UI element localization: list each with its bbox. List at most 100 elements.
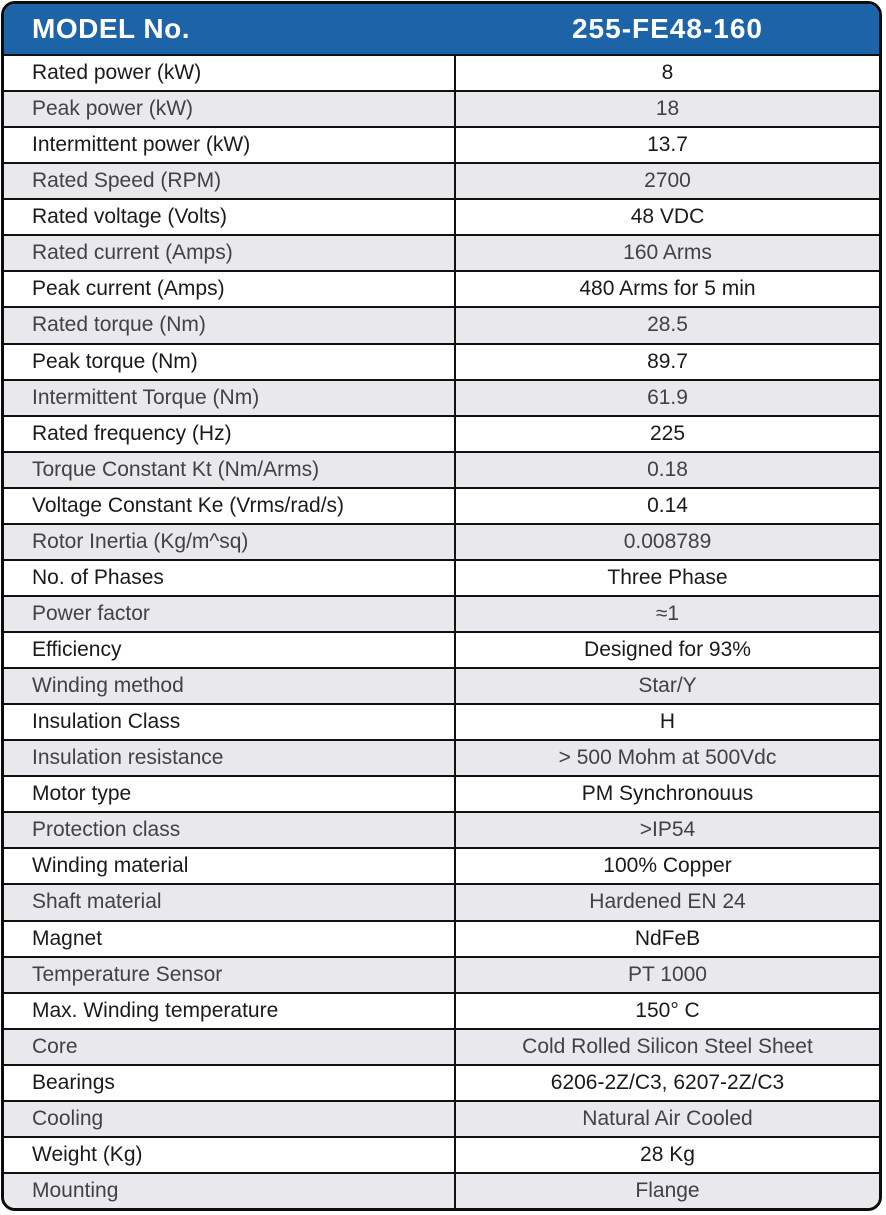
spec-value-cell: Cold Rolled Silicon Steel Sheet — [522, 1034, 813, 1058]
spec-label-cell: Rated voltage (Volts) — [4, 200, 456, 235]
spec-label-cell: Shaft material — [4, 885, 456, 920]
table-row: Peak torque (Nm) 89.7 — [4, 342, 879, 379]
spec-label-cell: Weight (Kg) — [4, 1137, 456, 1172]
table-row: Rated frequency (Hz) 225 — [4, 414, 879, 451]
spec-value-cell: 6206-2Z/C3, 6207-2Z/C3 — [550, 1070, 785, 1094]
table-row: Mounting Flange — [4, 1171, 879, 1208]
table-row: Rated current (Amps) 160 Arms — [4, 234, 879, 271]
spec-value-cell: Flange — [635, 1178, 700, 1202]
spec-label-cell: No. of Phases — [4, 560, 456, 595]
spec-label-cell: Insulation Class — [4, 705, 456, 740]
table-row: Protection class >IP54 — [4, 811, 879, 848]
spec-value-cell: Designed for 93% — [584, 638, 751, 662]
spec-label-cell: Max. Winding temperature — [4, 993, 456, 1028]
table-row: Max. Winding temperature 150° C — [4, 991, 879, 1028]
table-row: Rated voltage (Volts) 48 VDC — [4, 198, 879, 235]
spec-label-cell: Rated current (Amps) — [4, 236, 456, 271]
table-row: Peak current (Amps) 480 Arms for 5 min — [4, 270, 879, 307]
spec-value-cell: 48 VDC — [630, 205, 705, 229]
spec-value-cell: 0.14 — [647, 493, 688, 517]
spec-label-cell: Efficiency — [4, 633, 456, 668]
spec-value-cell: 28.5 — [647, 313, 688, 337]
spec-value-cell: 100% Copper — [603, 854, 732, 878]
spec-value-cell: 2700 — [644, 169, 691, 193]
model-no-header-label: MODEL No. — [32, 13, 190, 44]
table-row: Intermittent power (kW) 13.7 — [4, 126, 879, 163]
spec-label-cell: Protection class — [4, 813, 456, 848]
table-row: No. of Phases Three Phase — [4, 558, 879, 595]
spec-label-cell: Torque Constant Kt (Nm/Arms) — [4, 452, 456, 487]
spec-value-cell: 28 Kg — [640, 1142, 695, 1166]
spec-label-cell: Rotor Inertia (Kg/m^sq) — [4, 524, 456, 559]
spec-label-cell: Temperature Sensor — [4, 957, 456, 992]
table-row: Core Cold Rolled Silicon Steel Sheet — [4, 1027, 879, 1064]
table-row: Torque Constant Kt (Nm/Arms) 0.18 — [4, 450, 879, 487]
table-row: Winding method Star/Y — [4, 667, 879, 704]
spec-label-cell: Core — [4, 1029, 456, 1064]
spec-value-cell: Natural Air Cooled — [582, 1106, 753, 1130]
table-row: Motor type PM Synchronouus — [4, 775, 879, 812]
table-row: Temperature Sensor PT 1000 — [4, 955, 879, 992]
table-row: Bearings 6206-2Z/C3, 6207-2Z/C3 — [4, 1063, 879, 1100]
spec-value-cell: 160 Arms — [623, 241, 712, 265]
spec-value-cell: > 500 Mohm at 500Vdc — [558, 746, 777, 770]
spec-label-cell: Winding material — [4, 849, 456, 884]
table-row: Cooling Natural Air Cooled — [4, 1099, 879, 1136]
spec-label-cell: Peak power (kW) — [4, 92, 456, 127]
spec-label-cell: Rated Speed (RPM) — [4, 164, 456, 199]
spec-value-cell: 150° C — [635, 998, 700, 1022]
table-row: Magnet NdFeB — [4, 919, 879, 956]
table-row: Rotor Inertia (Kg/m^sq) 0.008789 — [4, 522, 879, 559]
spec-label-cell: Power factor — [4, 596, 456, 631]
spec-label-cell: Rated power (kW) — [4, 56, 456, 91]
table-row: Winding material 100% Copper — [4, 847, 879, 884]
table-row: Rated torque (Nm) 28.5 — [4, 306, 879, 343]
spec-value-cell: 0.008789 — [623, 529, 712, 553]
table-header-row: MODEL No. 255-FE48-160 — [4, 4, 879, 54]
spec-label-cell: Magnet — [4, 921, 456, 956]
spec-label-cell: Bearings — [4, 1065, 456, 1100]
spec-label-cell: Intermittent Torque (Nm) — [4, 380, 456, 415]
spec-label-cell: Cooling — [4, 1101, 456, 1136]
table-row: Power factor ≈1 — [4, 594, 879, 631]
table-row: Shaft material Hardened EN 24 — [4, 883, 879, 920]
spec-value-cell: NdFeB — [634, 926, 701, 950]
spec-value-cell: 61.9 — [647, 385, 688, 409]
spec-value-cell: 8 — [661, 61, 674, 85]
spec-label-cell: Mounting — [4, 1173, 456, 1208]
spec-rows-container: Rated power (kW) 8 Peak power (kW) 18 In… — [4, 54, 879, 1208]
spec-label-cell: Peak current (Amps) — [4, 272, 456, 307]
spec-value-cell: Hardened EN 24 — [589, 890, 746, 914]
spec-label-cell: Peak torque (Nm) — [4, 344, 456, 379]
table-row: Weight (Kg) 28 Kg — [4, 1135, 879, 1172]
spec-value-cell: 480 Arms for 5 min — [579, 277, 756, 301]
spec-value-cell: Star/Y — [638, 674, 697, 698]
table-row: Rated Speed (RPM) 2700 — [4, 162, 879, 199]
spec-label-cell: Motor type — [4, 777, 456, 812]
table-row: Peak power (kW) 18 — [4, 90, 879, 127]
table-row: Voltage Constant Ke (Vrms/rad/s) 0.14 — [4, 486, 879, 523]
spec-value-cell: 18 — [655, 97, 680, 121]
table-row: Insulation Class H — [4, 703, 879, 740]
spec-value-cell: H — [659, 710, 676, 734]
spec-label-cell: Insulation resistance — [4, 741, 456, 776]
spec-value-cell: 89.7 — [647, 349, 688, 373]
table-row: Rated power (kW) 8 — [4, 54, 879, 91]
model-number-value: 255-FE48-160 — [571, 13, 763, 44]
spec-value-cell: >IP54 — [639, 818, 696, 842]
spec-label-cell: Rated frequency (Hz) — [4, 416, 456, 451]
table-row: Insulation resistance > 500 Mohm at 500V… — [4, 739, 879, 776]
spec-value-cell: PM Synchronouus — [581, 782, 754, 806]
spec-label-cell: Intermittent power (kW) — [4, 128, 456, 163]
spec-value-cell: ≈1 — [655, 601, 680, 625]
spec-value-cell: PT 1000 — [627, 962, 707, 986]
spec-value-cell: 225 — [649, 421, 686, 445]
table-row: Efficiency Designed for 93% — [4, 631, 879, 668]
table-row: Intermittent Torque (Nm) 61.9 — [4, 378, 879, 415]
spec-value-cell: 13.7 — [647, 133, 688, 157]
spec-label-cell: Voltage Constant Ke (Vrms/rad/s) — [4, 488, 456, 523]
spec-label-cell: Rated torque (Nm) — [4, 308, 456, 343]
spec-value-cell: 0.18 — [647, 457, 688, 481]
spec-label-cell: Winding method — [4, 669, 456, 704]
